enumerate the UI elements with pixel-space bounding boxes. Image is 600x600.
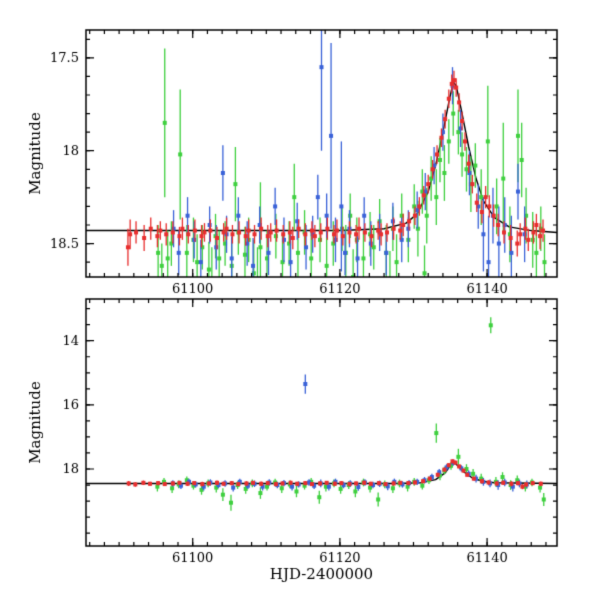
magnitude-light-curve-chart [0, 0, 600, 600]
light-curve-figure [0, 0, 600, 600]
